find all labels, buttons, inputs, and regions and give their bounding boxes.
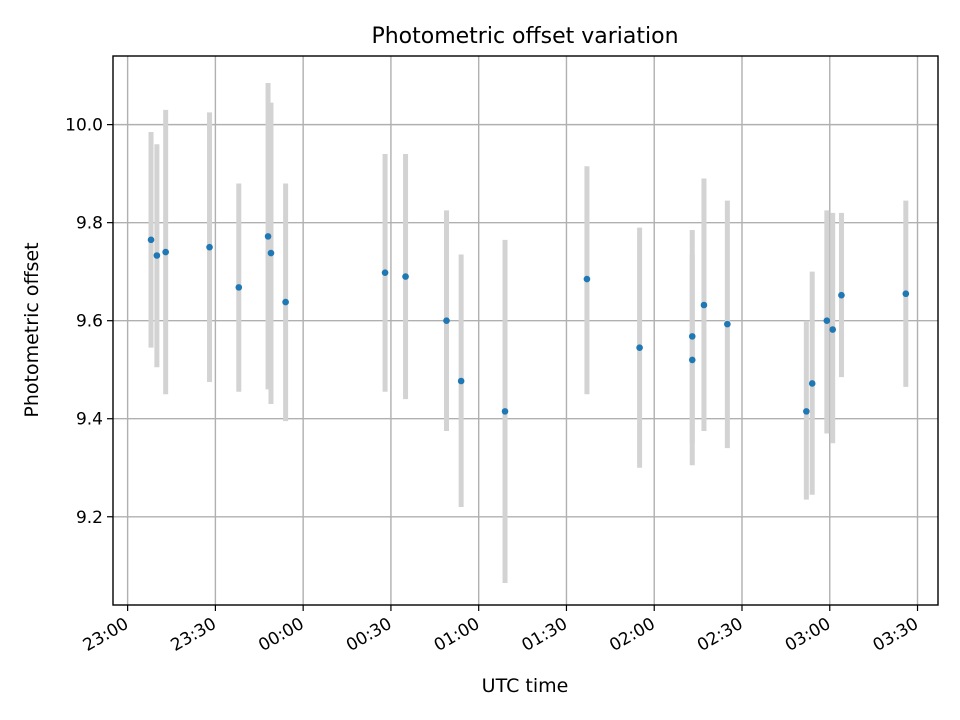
data-point bbox=[457, 377, 465, 385]
data-point bbox=[501, 408, 509, 415]
y-tick-label: 9.6 bbox=[76, 312, 103, 332]
data-point bbox=[838, 291, 845, 299]
y-tick-label: 9.8 bbox=[76, 214, 103, 234]
y-tick-label: 10.0 bbox=[65, 116, 103, 136]
data-point bbox=[402, 273, 409, 280]
data-point bbox=[267, 249, 275, 257]
data-point bbox=[206, 243, 213, 251]
data-point bbox=[583, 275, 591, 283]
data-point bbox=[700, 301, 708, 309]
chart-title: Photometric offset variation bbox=[371, 24, 678, 49]
data-point bbox=[282, 298, 289, 306]
y-tick-label: 9.4 bbox=[76, 410, 103, 430]
data-point bbox=[803, 408, 810, 415]
data-point bbox=[443, 317, 450, 324]
data-point bbox=[829, 326, 836, 333]
data-point bbox=[902, 290, 910, 298]
data-points bbox=[147, 233, 910, 415]
data-point bbox=[724, 320, 731, 328]
gridlines bbox=[113, 56, 938, 605]
data-point bbox=[823, 317, 831, 324]
y-axis-label: Photometric offset bbox=[21, 242, 43, 417]
x-axis-label: UTC time bbox=[482, 675, 569, 697]
data-point bbox=[162, 248, 169, 256]
data-point bbox=[153, 252, 161, 259]
data-point bbox=[381, 269, 389, 276]
data-point bbox=[264, 233, 272, 240]
data-point bbox=[688, 356, 696, 364]
data-point bbox=[688, 333, 696, 340]
data-point bbox=[636, 344, 643, 351]
y-tick-label: 9.2 bbox=[76, 508, 103, 528]
plot-frame bbox=[112, 55, 939, 606]
data-point bbox=[147, 236, 155, 244]
data-point bbox=[235, 284, 243, 291]
data-point bbox=[808, 380, 816, 387]
